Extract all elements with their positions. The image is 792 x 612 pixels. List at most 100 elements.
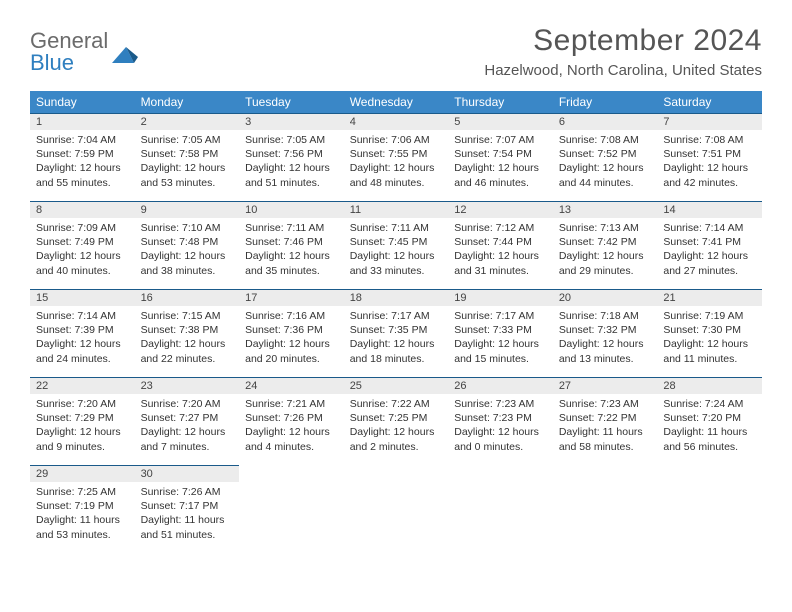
- day-details: Sunrise: 7:06 AMSunset: 7:55 PMDaylight:…: [344, 130, 449, 196]
- day-details: Sunrise: 7:25 AMSunset: 7:19 PMDaylight:…: [30, 482, 135, 548]
- calendar-day-cell: 19Sunrise: 7:17 AMSunset: 7:33 PMDayligh…: [448, 289, 553, 377]
- day-details: Sunrise: 7:08 AMSunset: 7:52 PMDaylight:…: [553, 130, 658, 196]
- calendar-day-cell: 13Sunrise: 7:13 AMSunset: 7:42 PMDayligh…: [553, 201, 658, 289]
- day-number: 26: [448, 377, 553, 394]
- day-number: 5: [448, 113, 553, 130]
- calendar-week-row: 15Sunrise: 7:14 AMSunset: 7:39 PMDayligh…: [30, 289, 762, 377]
- header: General Blue September 2024 Hazelwood, N…: [30, 24, 762, 79]
- day-number: 30: [135, 465, 240, 482]
- day-details: Sunrise: 7:21 AMSunset: 7:26 PMDaylight:…: [239, 394, 344, 460]
- day-number: 2: [135, 113, 240, 130]
- calendar-day-cell: 27Sunrise: 7:23 AMSunset: 7:22 PMDayligh…: [553, 377, 658, 465]
- day-number: 15: [30, 289, 135, 306]
- day-details: Sunrise: 7:10 AMSunset: 7:48 PMDaylight:…: [135, 218, 240, 284]
- calendar-day-cell: [344, 465, 449, 553]
- day-number: 3: [239, 113, 344, 130]
- logo-text-blue: Blue: [30, 52, 108, 74]
- day-details: Sunrise: 7:23 AMSunset: 7:23 PMDaylight:…: [448, 394, 553, 460]
- calendar-day-cell: [553, 465, 658, 553]
- day-details: Sunrise: 7:11 AMSunset: 7:46 PMDaylight:…: [239, 218, 344, 284]
- calendar-day-cell: 20Sunrise: 7:18 AMSunset: 7:32 PMDayligh…: [553, 289, 658, 377]
- day-details: Sunrise: 7:13 AMSunset: 7:42 PMDaylight:…: [553, 218, 658, 284]
- day-details: Sunrise: 7:15 AMSunset: 7:38 PMDaylight:…: [135, 306, 240, 372]
- day-number: 14: [657, 201, 762, 218]
- day-number: 27: [553, 377, 658, 394]
- calendar-day-cell: 5Sunrise: 7:07 AMSunset: 7:54 PMDaylight…: [448, 113, 553, 201]
- logo-triangle-icon: [112, 43, 138, 63]
- day-details: Sunrise: 7:18 AMSunset: 7:32 PMDaylight:…: [553, 306, 658, 372]
- day-number: 23: [135, 377, 240, 394]
- calendar-day-cell: 7Sunrise: 7:08 AMSunset: 7:51 PMDaylight…: [657, 113, 762, 201]
- calendar-day-cell: 18Sunrise: 7:17 AMSunset: 7:35 PMDayligh…: [344, 289, 449, 377]
- day-details: Sunrise: 7:12 AMSunset: 7:44 PMDaylight:…: [448, 218, 553, 284]
- calendar-day-cell: 23Sunrise: 7:20 AMSunset: 7:27 PMDayligh…: [135, 377, 240, 465]
- calendar-day-cell: 15Sunrise: 7:14 AMSunset: 7:39 PMDayligh…: [30, 289, 135, 377]
- day-number: 16: [135, 289, 240, 306]
- calendar-day-cell: 6Sunrise: 7:08 AMSunset: 7:52 PMDaylight…: [553, 113, 658, 201]
- calendar-table: SundayMondayTuesdayWednesdayThursdayFrid…: [30, 91, 762, 553]
- calendar-day-cell: 8Sunrise: 7:09 AMSunset: 7:49 PMDaylight…: [30, 201, 135, 289]
- calendar-day-cell: 1Sunrise: 7:04 AMSunset: 7:59 PMDaylight…: [30, 113, 135, 201]
- calendar-day-cell: 2Sunrise: 7:05 AMSunset: 7:58 PMDaylight…: [135, 113, 240, 201]
- calendar-day-cell: 26Sunrise: 7:23 AMSunset: 7:23 PMDayligh…: [448, 377, 553, 465]
- day-number: 25: [344, 377, 449, 394]
- day-number: 24: [239, 377, 344, 394]
- day-details: Sunrise: 7:09 AMSunset: 7:49 PMDaylight:…: [30, 218, 135, 284]
- day-details: Sunrise: 7:14 AMSunset: 7:41 PMDaylight:…: [657, 218, 762, 284]
- day-details: Sunrise: 7:14 AMSunset: 7:39 PMDaylight:…: [30, 306, 135, 372]
- calendar-day-cell: 29Sunrise: 7:25 AMSunset: 7:19 PMDayligh…: [30, 465, 135, 553]
- month-title: September 2024: [484, 24, 762, 58]
- day-details: Sunrise: 7:11 AMSunset: 7:45 PMDaylight:…: [344, 218, 449, 284]
- calendar-week-row: 8Sunrise: 7:09 AMSunset: 7:49 PMDaylight…: [30, 201, 762, 289]
- logo: General Blue: [30, 24, 138, 74]
- day-number: 20: [553, 289, 658, 306]
- calendar-day-cell: 21Sunrise: 7:19 AMSunset: 7:30 PMDayligh…: [657, 289, 762, 377]
- day-number: 21: [657, 289, 762, 306]
- calendar-day-cell: 30Sunrise: 7:26 AMSunset: 7:17 PMDayligh…: [135, 465, 240, 553]
- weekday-header: Saturday: [657, 91, 762, 113]
- day-number: 17: [239, 289, 344, 306]
- calendar-day-cell: 24Sunrise: 7:21 AMSunset: 7:26 PMDayligh…: [239, 377, 344, 465]
- day-details: Sunrise: 7:05 AMSunset: 7:56 PMDaylight:…: [239, 130, 344, 196]
- day-details: Sunrise: 7:17 AMSunset: 7:33 PMDaylight:…: [448, 306, 553, 372]
- day-number: 11: [344, 201, 449, 218]
- calendar-day-cell: [448, 465, 553, 553]
- day-details: Sunrise: 7:26 AMSunset: 7:17 PMDaylight:…: [135, 482, 240, 548]
- calendar-day-cell: [657, 465, 762, 553]
- calendar-header-row: SundayMondayTuesdayWednesdayThursdayFrid…: [30, 91, 762, 113]
- day-number: 8: [30, 201, 135, 218]
- calendar-day-cell: 28Sunrise: 7:24 AMSunset: 7:20 PMDayligh…: [657, 377, 762, 465]
- weekday-header: Monday: [135, 91, 240, 113]
- calendar-day-cell: 22Sunrise: 7:20 AMSunset: 7:29 PMDayligh…: [30, 377, 135, 465]
- calendar-day-cell: 3Sunrise: 7:05 AMSunset: 7:56 PMDaylight…: [239, 113, 344, 201]
- day-details: Sunrise: 7:20 AMSunset: 7:27 PMDaylight:…: [135, 394, 240, 460]
- day-details: Sunrise: 7:23 AMSunset: 7:22 PMDaylight:…: [553, 394, 658, 460]
- weekday-header: Friday: [553, 91, 658, 113]
- weekday-header: Tuesday: [239, 91, 344, 113]
- day-number: 22: [30, 377, 135, 394]
- day-details: Sunrise: 7:05 AMSunset: 7:58 PMDaylight:…: [135, 130, 240, 196]
- day-details: Sunrise: 7:17 AMSunset: 7:35 PMDaylight:…: [344, 306, 449, 372]
- day-number: 6: [553, 113, 658, 130]
- day-details: Sunrise: 7:07 AMSunset: 7:54 PMDaylight:…: [448, 130, 553, 196]
- day-details: Sunrise: 7:22 AMSunset: 7:25 PMDaylight:…: [344, 394, 449, 460]
- day-details: Sunrise: 7:16 AMSunset: 7:36 PMDaylight:…: [239, 306, 344, 372]
- day-number: 7: [657, 113, 762, 130]
- day-number: 10: [239, 201, 344, 218]
- title-block: September 2024 Hazelwood, North Carolina…: [484, 24, 762, 79]
- day-details: Sunrise: 7:19 AMSunset: 7:30 PMDaylight:…: [657, 306, 762, 372]
- day-number: 13: [553, 201, 658, 218]
- calendar-day-cell: 9Sunrise: 7:10 AMSunset: 7:48 PMDaylight…: [135, 201, 240, 289]
- location: Hazelwood, North Carolina, United States: [484, 62, 762, 79]
- day-details: Sunrise: 7:24 AMSunset: 7:20 PMDaylight:…: [657, 394, 762, 460]
- calendar-day-cell: 16Sunrise: 7:15 AMSunset: 7:38 PMDayligh…: [135, 289, 240, 377]
- day-number: 19: [448, 289, 553, 306]
- calendar-day-cell: 12Sunrise: 7:12 AMSunset: 7:44 PMDayligh…: [448, 201, 553, 289]
- calendar-day-cell: 11Sunrise: 7:11 AMSunset: 7:45 PMDayligh…: [344, 201, 449, 289]
- calendar-week-row: 1Sunrise: 7:04 AMSunset: 7:59 PMDaylight…: [30, 113, 762, 201]
- day-number: 9: [135, 201, 240, 218]
- day-details: Sunrise: 7:08 AMSunset: 7:51 PMDaylight:…: [657, 130, 762, 196]
- weekday-header: Sunday: [30, 91, 135, 113]
- calendar-day-cell: 25Sunrise: 7:22 AMSunset: 7:25 PMDayligh…: [344, 377, 449, 465]
- day-number: 28: [657, 377, 762, 394]
